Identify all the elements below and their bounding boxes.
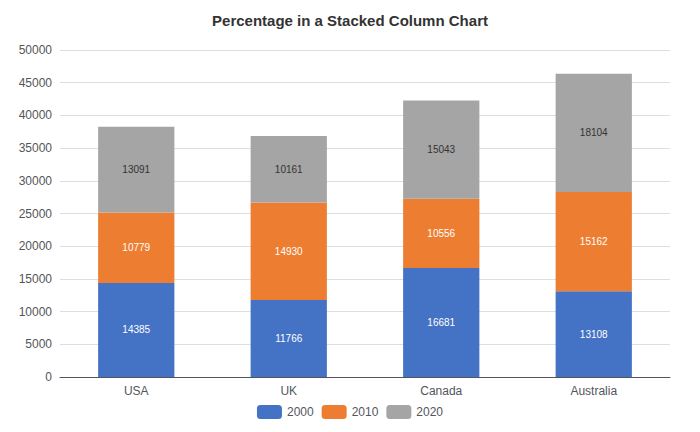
svg-text:Percentage in a Stacked Column: Percentage in a Stacked Column Chart [212, 12, 488, 29]
svg-text:0: 0 [45, 370, 52, 384]
svg-text:35000: 35000 [19, 141, 53, 155]
svg-text:5000: 5000 [25, 337, 52, 351]
svg-text:14385: 14385 [122, 324, 150, 335]
svg-text:11766: 11766 [275, 333, 303, 344]
svg-text:USA: USA [124, 384, 149, 398]
svg-text:20000: 20000 [19, 239, 53, 253]
svg-text:40000: 40000 [19, 108, 53, 122]
svg-text:10779: 10779 [122, 242, 150, 253]
svg-text:25000: 25000 [19, 207, 53, 221]
svg-text:15000: 15000 [19, 272, 53, 286]
svg-text:2000: 2000 [287, 405, 314, 419]
svg-text:UK: UK [280, 384, 297, 398]
svg-text:10000: 10000 [19, 305, 53, 319]
svg-text:16681: 16681 [427, 317, 455, 328]
svg-text:15162: 15162 [580, 236, 608, 247]
svg-text:10556: 10556 [427, 228, 455, 239]
svg-text:13091: 13091 [122, 164, 150, 175]
svg-text:15043: 15043 [427, 144, 455, 155]
svg-text:2010: 2010 [352, 405, 379, 419]
svg-text:14930: 14930 [275, 246, 303, 257]
svg-text:Australia: Australia [570, 384, 617, 398]
svg-text:Canada: Canada [420, 384, 462, 398]
svg-text:2020: 2020 [416, 405, 443, 419]
svg-text:18104: 18104 [580, 127, 608, 138]
svg-text:50000: 50000 [19, 43, 53, 57]
svg-text:30000: 30000 [19, 174, 53, 188]
svg-text:45000: 45000 [19, 76, 53, 90]
svg-text:13108: 13108 [580, 329, 608, 340]
svg-text:10161: 10161 [275, 164, 303, 175]
